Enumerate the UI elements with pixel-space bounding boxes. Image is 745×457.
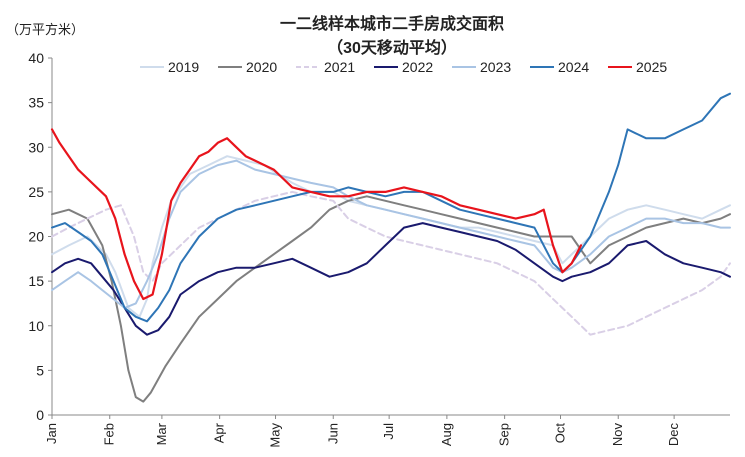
- x-tick-label: Jul: [381, 423, 396, 440]
- x-tick-label: Aug: [439, 423, 454, 446]
- y-axis: 0 5 10 15 20 25 30 35 40: [28, 50, 53, 423]
- legend-label-2022: 2022: [402, 59, 433, 75]
- x-tick-label: Jun: [325, 423, 340, 444]
- y-tick-label: 5: [36, 362, 44, 378]
- legend-label-2023: 2023: [480, 59, 511, 75]
- x-tick-label: Dec: [666, 423, 681, 447]
- x-tick-label: Sep: [497, 423, 512, 446]
- y-tick-label: 35: [28, 95, 44, 111]
- y-tick-label: 20: [28, 229, 44, 245]
- x-tick-label: Feb: [102, 423, 117, 445]
- legend-label-2021: 2021: [324, 59, 355, 75]
- series-line-2025: [50, 128, 583, 301]
- x-tick-label: May: [268, 423, 283, 448]
- y-tick-label: 15: [28, 273, 44, 289]
- y-tick-label: 25: [28, 184, 44, 200]
- x-tick-label: Jan: [44, 423, 59, 444]
- chart-title: 一二线样本城市二手房成交面积: [280, 14, 504, 33]
- x-tick-label: Mar: [154, 422, 169, 445]
- y-tick-label: 30: [28, 139, 44, 155]
- y-axis-label: （万平方米）: [6, 22, 84, 37]
- legend: 2019 2020 2021 2022 2023 2024 2025: [140, 59, 667, 75]
- x-tick-label: Apr: [212, 422, 227, 443]
- y-tick-label: 40: [28, 50, 44, 66]
- y-tick-label: 0: [36, 407, 44, 423]
- x-tick-label: Nov: [610, 423, 625, 447]
- legend-label-2025: 2025: [636, 59, 667, 75]
- chart-subtitle: （30天移动平均）: [327, 38, 457, 57]
- series-line-2020: [51, 195, 731, 403]
- x-axis: Jan Feb Mar Apr May Jun Jul Aug Sep Oct Nov Dec: [44, 414, 730, 448]
- legend-label-2019: 2019: [168, 59, 199, 75]
- legend-label-2020: 2020: [246, 59, 277, 75]
- x-tick-label: Oct: [553, 423, 568, 444]
- y-tick-label: 10: [28, 318, 44, 334]
- plot-area: [50, 92, 731, 403]
- series-line-2022: [51, 222, 731, 336]
- series-line-2023: [51, 159, 731, 309]
- legend-label-2024: 2024: [558, 59, 589, 75]
- series-line-2024: [51, 92, 731, 323]
